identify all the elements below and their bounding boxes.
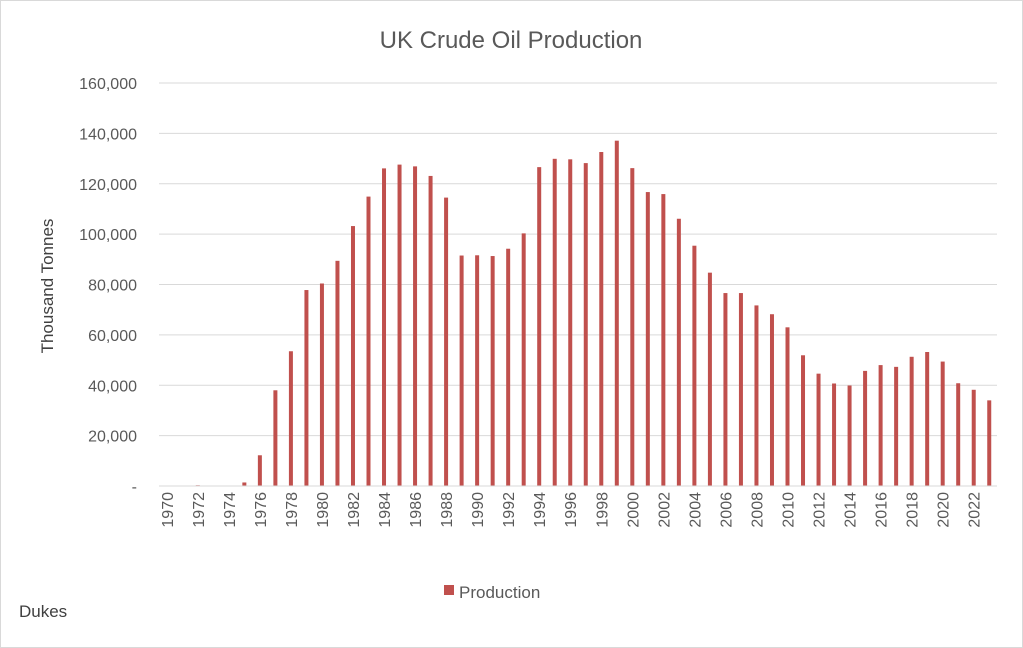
bar-2016: [878, 365, 883, 486]
bar-1997: [583, 163, 588, 486]
y-tick-label: -: [132, 479, 137, 496]
x-tick-label: 1974: [222, 492, 239, 528]
legend-swatch-production: [444, 585, 454, 595]
y-tick-label: 160,000: [79, 76, 137, 93]
x-tick-label: 2002: [656, 492, 673, 528]
bar-2022: [971, 389, 976, 486]
x-tick-label: 2018: [905, 492, 922, 528]
bar-2008: [754, 305, 759, 486]
bar-1980: [319, 283, 324, 486]
x-tick-label: 1972: [191, 492, 208, 528]
x-tick-label: 1978: [284, 492, 301, 528]
legend-label-production: Production: [459, 583, 540, 602]
bar-2000: [630, 168, 635, 486]
source-note: Dukes: [19, 602, 67, 621]
x-tick-label: 1982: [346, 492, 363, 528]
bar-1981: [335, 260, 340, 486]
y-tick-label: 140,000: [79, 126, 137, 143]
bar-1977: [273, 390, 278, 486]
bar-1994: [537, 167, 542, 486]
bar-1990: [475, 255, 480, 486]
bar-1998: [599, 152, 604, 486]
bar-1985: [397, 164, 402, 487]
bar-1992: [506, 248, 511, 486]
y-axis-title: Thousand Tonnes: [38, 219, 57, 354]
gridlines: [159, 82, 997, 437]
bar-2007: [738, 293, 743, 486]
bar-2019: [925, 352, 930, 486]
x-tick-label: 2022: [967, 492, 984, 528]
x-tick-label: 2016: [874, 492, 891, 528]
bar-2023: [987, 400, 992, 486]
x-tick-label: 2010: [781, 492, 798, 528]
chart-title: UK Crude Oil Production: [380, 27, 643, 54]
bar-1996: [568, 159, 573, 486]
bar-1976: [257, 455, 262, 486]
x-tick-label: 2006: [718, 492, 735, 528]
bar-1983: [366, 196, 371, 486]
x-tick-label: 1970: [160, 492, 177, 528]
x-tick-label: 1990: [470, 492, 487, 528]
x-tick-label: 1992: [501, 492, 518, 528]
bar-1988: [444, 197, 449, 486]
x-tick-label: 2014: [843, 492, 860, 528]
y-axis-tick-labels: - 20,000 40,000 60,000 80,000 100,000 120,000 1…: [79, 76, 137, 496]
bar-1993: [521, 233, 526, 486]
x-tick-label: 1986: [408, 492, 425, 528]
bar-2003: [676, 218, 681, 486]
bar-2010: [785, 327, 790, 486]
bar-1995: [552, 158, 557, 486]
bar-2020: [940, 361, 945, 486]
bar-2012: [816, 373, 821, 486]
bar-1986: [413, 166, 418, 486]
bars: [164, 140, 992, 487]
x-tick-label: 1998: [594, 492, 611, 528]
bar-1982: [350, 226, 355, 486]
x-tick-label: 1980: [315, 492, 332, 528]
bar-2021: [956, 383, 961, 486]
bar-1979: [304, 290, 309, 486]
bar-2009: [769, 314, 774, 486]
bar-2005: [707, 272, 712, 486]
legend: Production: [444, 583, 540, 602]
x-tick-label: 2012: [812, 492, 829, 528]
x-tick-label: 2008: [749, 492, 766, 528]
bar-1975: [242, 482, 247, 486]
bar-1987: [428, 175, 433, 486]
bar-2015: [863, 370, 868, 486]
bar-1991: [490, 256, 495, 486]
bar-1984: [382, 168, 387, 486]
y-tick-label: 40,000: [88, 378, 137, 395]
x-tick-label: 2000: [625, 492, 642, 528]
bar-2017: [894, 366, 899, 486]
bar-2006: [723, 293, 728, 486]
bar-2011: [801, 355, 806, 486]
bar-2002: [661, 194, 666, 486]
bar-2018: [909, 356, 914, 486]
bar-2001: [645, 192, 650, 486]
x-tick-label: 2020: [936, 492, 953, 528]
bar-1989: [459, 255, 464, 486]
x-tick-label: 1996: [563, 492, 580, 528]
y-tick-label: 120,000: [79, 177, 137, 194]
x-tick-label: 1988: [439, 492, 456, 528]
x-tick-label: 1984: [377, 492, 394, 528]
bar-1999: [614, 140, 619, 486]
y-tick-label: 20,000: [88, 429, 137, 446]
bar-2014: [847, 385, 852, 486]
x-axis-tick-labels: 1970 1972 1974 1976 1978 1980 1982 1984 1986 1988…: [160, 492, 984, 528]
bar-1978: [288, 351, 293, 486]
x-tick-label: 1976: [253, 492, 270, 528]
y-tick-label: 80,000: [88, 278, 137, 295]
y-tick-label: 60,000: [88, 328, 137, 345]
x-tick-label: 2004: [687, 492, 704, 528]
y-tick-label: 100,000: [79, 227, 137, 244]
x-tick-label: 1994: [532, 492, 549, 528]
bar-2013: [832, 383, 837, 486]
bar-2004: [692, 245, 697, 486]
